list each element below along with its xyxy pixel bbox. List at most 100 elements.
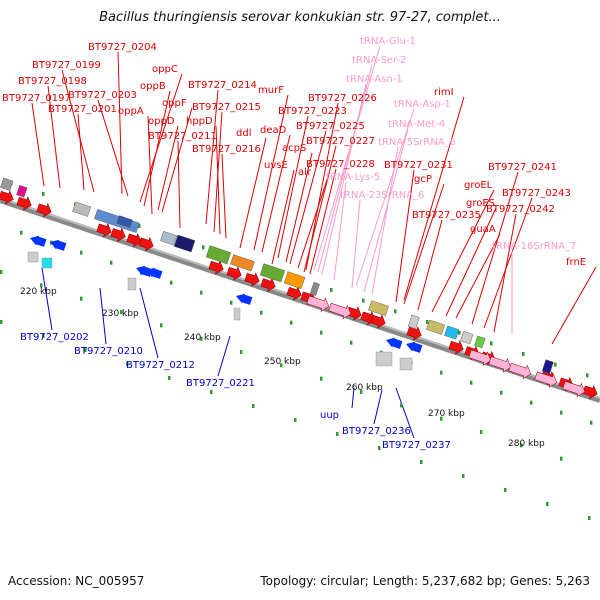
leader-line [239, 137, 267, 249]
tick-dot [440, 370, 443, 375]
tick-dot [202, 245, 205, 250]
leader-line [455, 233, 501, 319]
forward-gene-label: BT9727_0199 [32, 60, 101, 71]
leader-line [99, 287, 107, 345]
forward-gene-label: gcP [414, 174, 432, 185]
reverse-gene-arrow [146, 267, 163, 279]
gene-labels: BT9727_0204 BT9727_0199 BT9727_0198 BT9727_… [2, 36, 586, 451]
gene-box-shape [16, 185, 28, 198]
reverse-gene-arrow [386, 337, 403, 349]
rna-gene-label: tRNA-Asn-1 [346, 74, 403, 85]
rna-gene-arrow-shape [328, 302, 352, 320]
rna-gene-arrow [328, 302, 352, 320]
forward-gene-label: acpS [282, 143, 306, 154]
forward-gene-arrow-shape [138, 236, 154, 252]
rna-gene-arrow-shape [468, 349, 492, 366]
tick-dot [0, 270, 3, 274]
rna-gene-label: tRNA-Asp-1 [394, 99, 451, 110]
leader-line [363, 128, 409, 293]
leader-line [303, 145, 337, 273]
reverse-gene-shape [236, 293, 253, 305]
forward-gene-label: BT9727_0214 [188, 80, 257, 91]
rev-label: BT9727_0236 [342, 426, 411, 437]
scale-label: 220 kbp [20, 287, 57, 297]
gene-box-shape [230, 254, 255, 272]
tick-dot [294, 418, 297, 422]
forward-gene-arrow [110, 227, 126, 243]
tick-dot [394, 309, 397, 314]
tick-dot [252, 404, 255, 408]
leader-line [47, 85, 61, 189]
rna-gene-label: tRNA-Glu-1 [360, 36, 416, 47]
forward-gene-label: hppD [186, 116, 213, 127]
tick-dot [42, 334, 45, 338]
reverse-gene-shape [146, 267, 163, 279]
forward-gene-label: BT9727_0198 [18, 76, 87, 87]
gene-box [541, 359, 554, 374]
tick-dot [336, 432, 339, 436]
forward-gene-label: oppF [162, 98, 187, 109]
forward-gene-arrow-shape [260, 277, 276, 293]
forward-gene-arrow [406, 326, 422, 341]
rna-gene-arrow [468, 349, 492, 366]
rev-label: BT9727_0210 [74, 346, 143, 357]
tick-dot [586, 373, 589, 378]
tick-dot [470, 380, 473, 385]
leader-line [445, 207, 497, 317]
forward-gene-arrow [448, 340, 464, 355]
leader-line [41, 267, 53, 331]
gene-box [116, 215, 133, 228]
forward-gene-arrow [126, 232, 142, 248]
tick-dot [290, 320, 293, 325]
label-leader-lines [31, 45, 597, 439]
rna-gene-arrow [562, 380, 586, 398]
reverse-gene-box [399, 357, 413, 371]
forward-gene-arrow-shape [448, 340, 464, 355]
tick-dot [138, 224, 141, 228]
leader-line [161, 107, 193, 213]
tick-dots [0, 181, 593, 520]
rna-gene-label: tRNA-23SrRNA_6 [340, 190, 424, 201]
forward-gene-arrow [226, 266, 242, 281]
gene-box [474, 335, 486, 349]
leader-line [157, 125, 179, 211]
gene-box-shape [368, 300, 389, 317]
gene-box-shape [283, 271, 306, 289]
tick-dot [110, 260, 113, 265]
tick-dot [378, 446, 381, 450]
forward-gene-arrow-shape [226, 266, 242, 281]
gene-box [259, 263, 286, 283]
forward-gene-label: BT9727_0223 [278, 106, 347, 117]
tick-dot [80, 250, 83, 255]
rev-label: BT9727_0202 [20, 332, 89, 343]
forward-gene-label: BT9727_0231 [384, 160, 453, 171]
reverse-gene-arrow [406, 341, 423, 353]
gene-box-shape [444, 325, 460, 340]
accession-text: Accession: NC_005957 [8, 574, 145, 588]
reverse-gene-box [27, 251, 39, 263]
gene-box-shape [0, 177, 14, 191]
forward-gene-arrow-shape [208, 260, 224, 275]
forward-gene-label: BT9727_0242 [486, 204, 555, 215]
gene-box [173, 234, 196, 253]
reverse-gene-box [233, 307, 241, 321]
gene-box [0, 177, 14, 191]
tick-dot [210, 390, 213, 394]
forward-gene-label: BT9727_0216 [192, 144, 261, 155]
tick-dot [504, 488, 507, 492]
leader-line [253, 94, 289, 251]
tick-dot [320, 376, 323, 381]
leader-line [147, 115, 153, 215]
forward-gene-arrow [286, 286, 302, 301]
forward-gene-arrow-shape [0, 190, 14, 205]
gene-box [460, 331, 474, 345]
tick-dot [84, 348, 87, 352]
forward-gene-arrow-shape [370, 314, 386, 329]
gene-box-shape [72, 201, 92, 217]
leader-line [271, 169, 295, 265]
gene-box-shape [426, 319, 446, 335]
leader-line [471, 171, 519, 325]
forward-gene-arrow [0, 190, 14, 205]
rna-gene-label: tRNA-Ser-2 [352, 55, 407, 66]
leader-line [117, 51, 123, 195]
